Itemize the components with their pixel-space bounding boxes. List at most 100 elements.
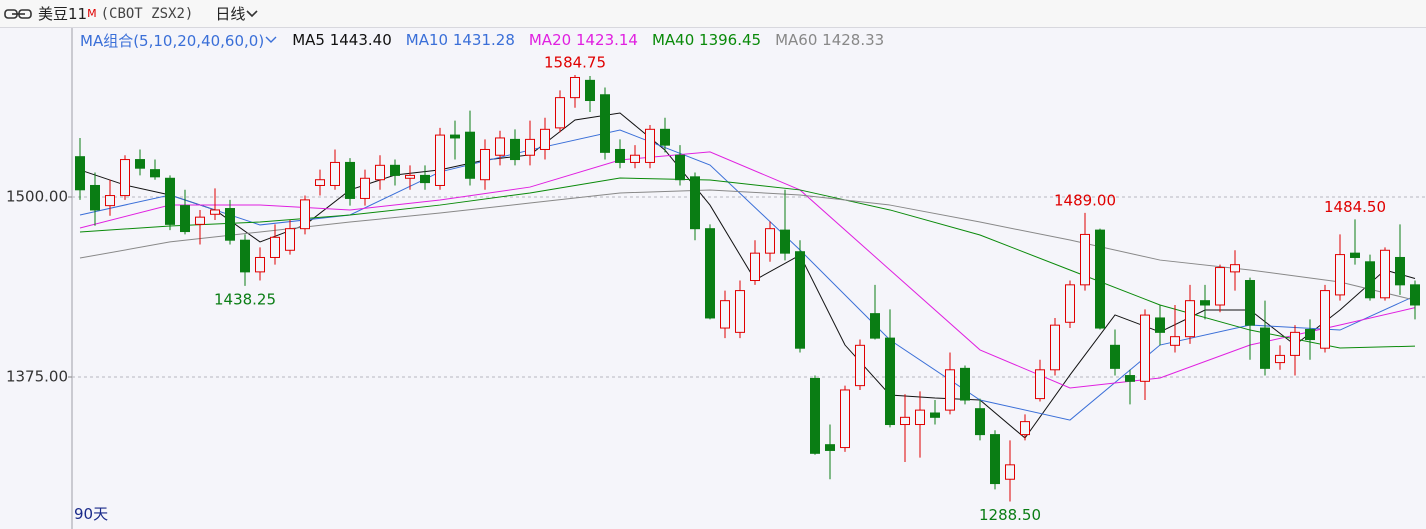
candle-body (240, 239, 250, 273)
y-tick-label: 1500.00 (6, 187, 68, 205)
candle-body (840, 389, 850, 449)
candle-body (825, 444, 835, 451)
candle-body (795, 251, 805, 349)
candle-body (780, 229, 790, 254)
candle-body (1245, 280, 1255, 326)
candle-body (735, 290, 745, 333)
candle-body (345, 161, 355, 199)
candle-body (1395, 256, 1405, 286)
candle-body (480, 148, 490, 181)
legend-value: 1396.45 (699, 31, 762, 49)
candle-body (495, 137, 505, 156)
candle-body (75, 156, 85, 191)
candle-body (630, 154, 640, 163)
candle-body (750, 252, 760, 282)
period-chevron[interactable] (245, 9, 259, 19)
candle-body (960, 367, 970, 401)
candle-body (165, 177, 175, 225)
candle-body (420, 174, 430, 184)
candle-body (885, 337, 895, 426)
extreme-label: 1438.25 (214, 290, 276, 308)
span-label: 90天 (74, 505, 109, 523)
period-select[interactable]: 日线 (215, 5, 246, 23)
legend-name: MA20 (528, 31, 572, 49)
candle-body (285, 228, 295, 251)
candle-body (1335, 254, 1345, 296)
candle-body (1290, 331, 1300, 356)
candle-body (540, 128, 550, 150)
candle-body (300, 199, 310, 230)
candle-body (585, 79, 595, 102)
legend-value: 1431.28 (452, 31, 515, 49)
candle-body (555, 97, 565, 129)
candle-body (405, 174, 415, 179)
candle-body (360, 177, 370, 199)
candle-body (525, 138, 535, 156)
candle-body (900, 416, 910, 426)
candle-body (450, 134, 460, 139)
labels: 1500.00 1375.00 1584.75 1438.25 1288.50 1489.… (6, 53, 1386, 524)
candle-body (375, 164, 385, 181)
candle-body (810, 377, 820, 454)
candle-body (975, 408, 985, 436)
link-icon[interactable] (4, 7, 34, 21)
legend-value: 1443.40 (329, 31, 392, 49)
legend-name: MA60 (775, 31, 818, 49)
candle-body (1275, 354, 1285, 364)
candle-body (720, 300, 730, 329)
candle-body (1035, 369, 1045, 400)
instrument-code: (CBOT ZSX2) (100, 5, 194, 22)
candle-body (1305, 328, 1315, 341)
candle-body (1140, 314, 1150, 382)
candle-body (675, 154, 685, 181)
candle-body (195, 216, 205, 225)
candle-body (1200, 300, 1210, 306)
candle-body (600, 94, 610, 153)
candle-body (1095, 229, 1105, 329)
ma-line (79, 151, 1416, 389)
candle-body (255, 256, 265, 273)
candle-body (660, 128, 670, 146)
ma-lines (79, 112, 1416, 439)
candle-body (1410, 284, 1420, 306)
candle-body (945, 369, 955, 411)
candle-body (1155, 317, 1165, 333)
candle-body (210, 209, 220, 215)
candle-body (1185, 300, 1195, 338)
candle-body (930, 412, 940, 418)
candle-body (1080, 233, 1090, 286)
extreme-label: 1584.75 (544, 53, 606, 71)
extreme-label: 1489.00 (1054, 191, 1116, 209)
candle-body (1350, 252, 1360, 258)
candle-body (705, 228, 715, 319)
ma-chevron[interactable] (264, 35, 278, 45)
candle-body (105, 195, 115, 207)
candle-body (330, 161, 340, 186)
candle-body (1380, 249, 1390, 299)
candle-body (1065, 284, 1075, 323)
legend-item: MA10 1431.28 (406, 31, 515, 49)
legend-item: MA40 1396.45 (652, 31, 761, 49)
legend-item: MA60 1428.33 (775, 31, 884, 49)
candle-body (180, 205, 190, 233)
candle-body (1110, 344, 1120, 369)
legend-name: MA40 (651, 31, 695, 49)
candle-body (570, 76, 580, 99)
candle-body (1020, 421, 1030, 436)
candle-body (135, 159, 145, 169)
grid (68, 196, 1426, 378)
instrument-title: 美豆11 (38, 5, 88, 23)
legend-name: MA5 (292, 31, 325, 49)
candle-body (1365, 261, 1375, 299)
ma-line (79, 112, 1416, 439)
candle-body (390, 164, 400, 176)
candle-body (765, 228, 775, 254)
extreme-label: 1288.50 (979, 506, 1041, 524)
candle-body (870, 313, 880, 339)
legend-value: 1423.14 (575, 31, 638, 49)
ma-group[interactable]: MA组合(5,10,20,40,60,0) (80, 31, 265, 50)
header: 美豆11 M (CBOT ZSX2) 日线 (0, 0, 1426, 28)
candle-body (1215, 267, 1225, 306)
candle-body (990, 434, 1000, 485)
